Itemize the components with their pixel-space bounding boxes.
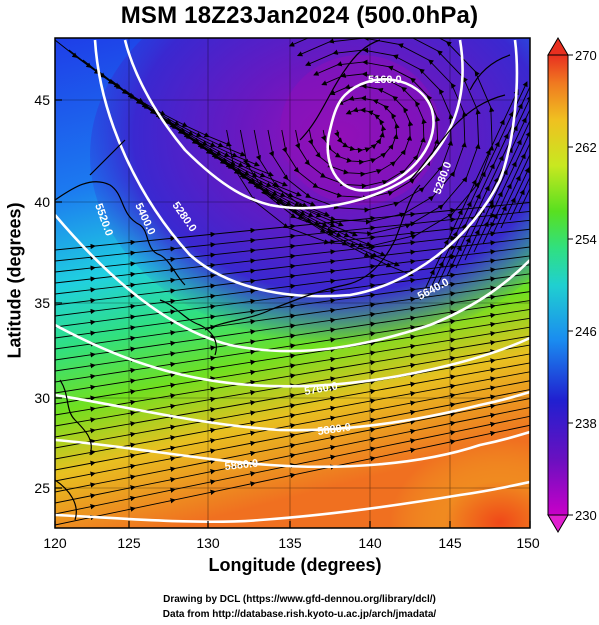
y-tick-label: 45 — [34, 92, 50, 108]
y-axis-label: Latitude (degrees) — [4, 202, 25, 359]
x-tick-label: 150 — [516, 535, 540, 551]
x-axis-label: Longitude (degrees) — [208, 555, 382, 575]
colorbar-tick-label: 270 — [575, 48, 597, 63]
x-tick-label: 120 — [43, 535, 67, 551]
streamline — [482, 38, 530, 245]
x-tick-label: 145 — [438, 535, 462, 551]
y-tick-label: 40 — [34, 194, 50, 210]
colorbar-tick-label: 238 — [575, 416, 597, 431]
credit-drawing: Drawing by DCL (https://www.gfd-dennou.o… — [163, 594, 436, 605]
height-contours — [55, 39, 530, 524]
colorbar-tick-label: 246 — [575, 324, 597, 339]
streamline — [491, 38, 530, 237]
contour-label: 5880.0 — [317, 421, 352, 438]
x-tick-label: 130 — [196, 535, 220, 551]
contour-label: 5160.0 — [368, 74, 402, 86]
y-tick-label: 25 — [34, 480, 50, 496]
x-tick-label: 125 — [117, 535, 141, 551]
x-tick-label: 135 — [278, 535, 302, 551]
colorbar: 270 262 254 246 238 230 — [547, 37, 597, 533]
contour-label: 5880.0 — [224, 458, 259, 473]
plot-area — [55, 38, 530, 528]
streamline — [500, 38, 530, 229]
contour-label: 5760.0 — [303, 380, 338, 398]
credit-data-source: Data from http://database.rish.kyoto-u.a… — [162, 609, 437, 620]
plot-frame — [54, 37, 531, 529]
colorbar-tick-label: 230 — [575, 508, 597, 523]
y-tick-label: 30 — [34, 390, 50, 406]
x-tick-label: 140 — [358, 535, 382, 551]
y-tick-label: 35 — [34, 295, 50, 311]
map-title: MSM 18Z23Jan2024 (500.0hPa) — [120, 2, 479, 29]
colorbar-tick-label: 254 — [575, 232, 597, 247]
coastlines — [55, 39, 511, 521]
streamline — [55, 422, 530, 526]
streamline — [509, 38, 530, 221]
wind-streamlines — [55, 38, 530, 526]
colorbar-tick-label: 262 — [575, 140, 597, 155]
